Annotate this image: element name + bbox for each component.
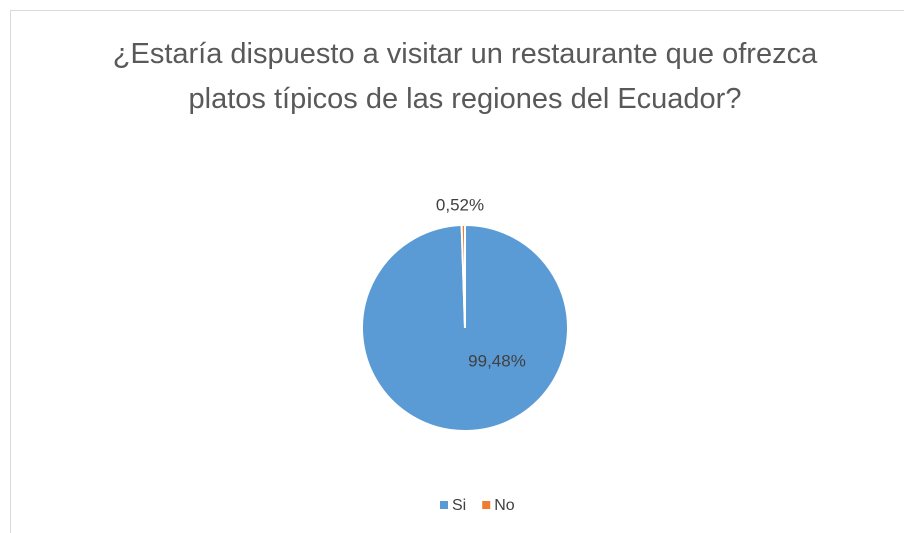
chart-frame xyxy=(10,10,904,533)
data-label: 99,48% xyxy=(468,351,526,370)
data-label: 0,52% xyxy=(436,195,484,214)
legend-label: No xyxy=(494,497,515,514)
legend-label: Si xyxy=(452,497,466,514)
legend-swatch xyxy=(482,501,491,509)
pie-slice xyxy=(460,223,466,329)
legend-swatch xyxy=(440,501,448,509)
chart-title: ¿Estaría dispuesto a visitar un restaura… xyxy=(112,38,818,115)
